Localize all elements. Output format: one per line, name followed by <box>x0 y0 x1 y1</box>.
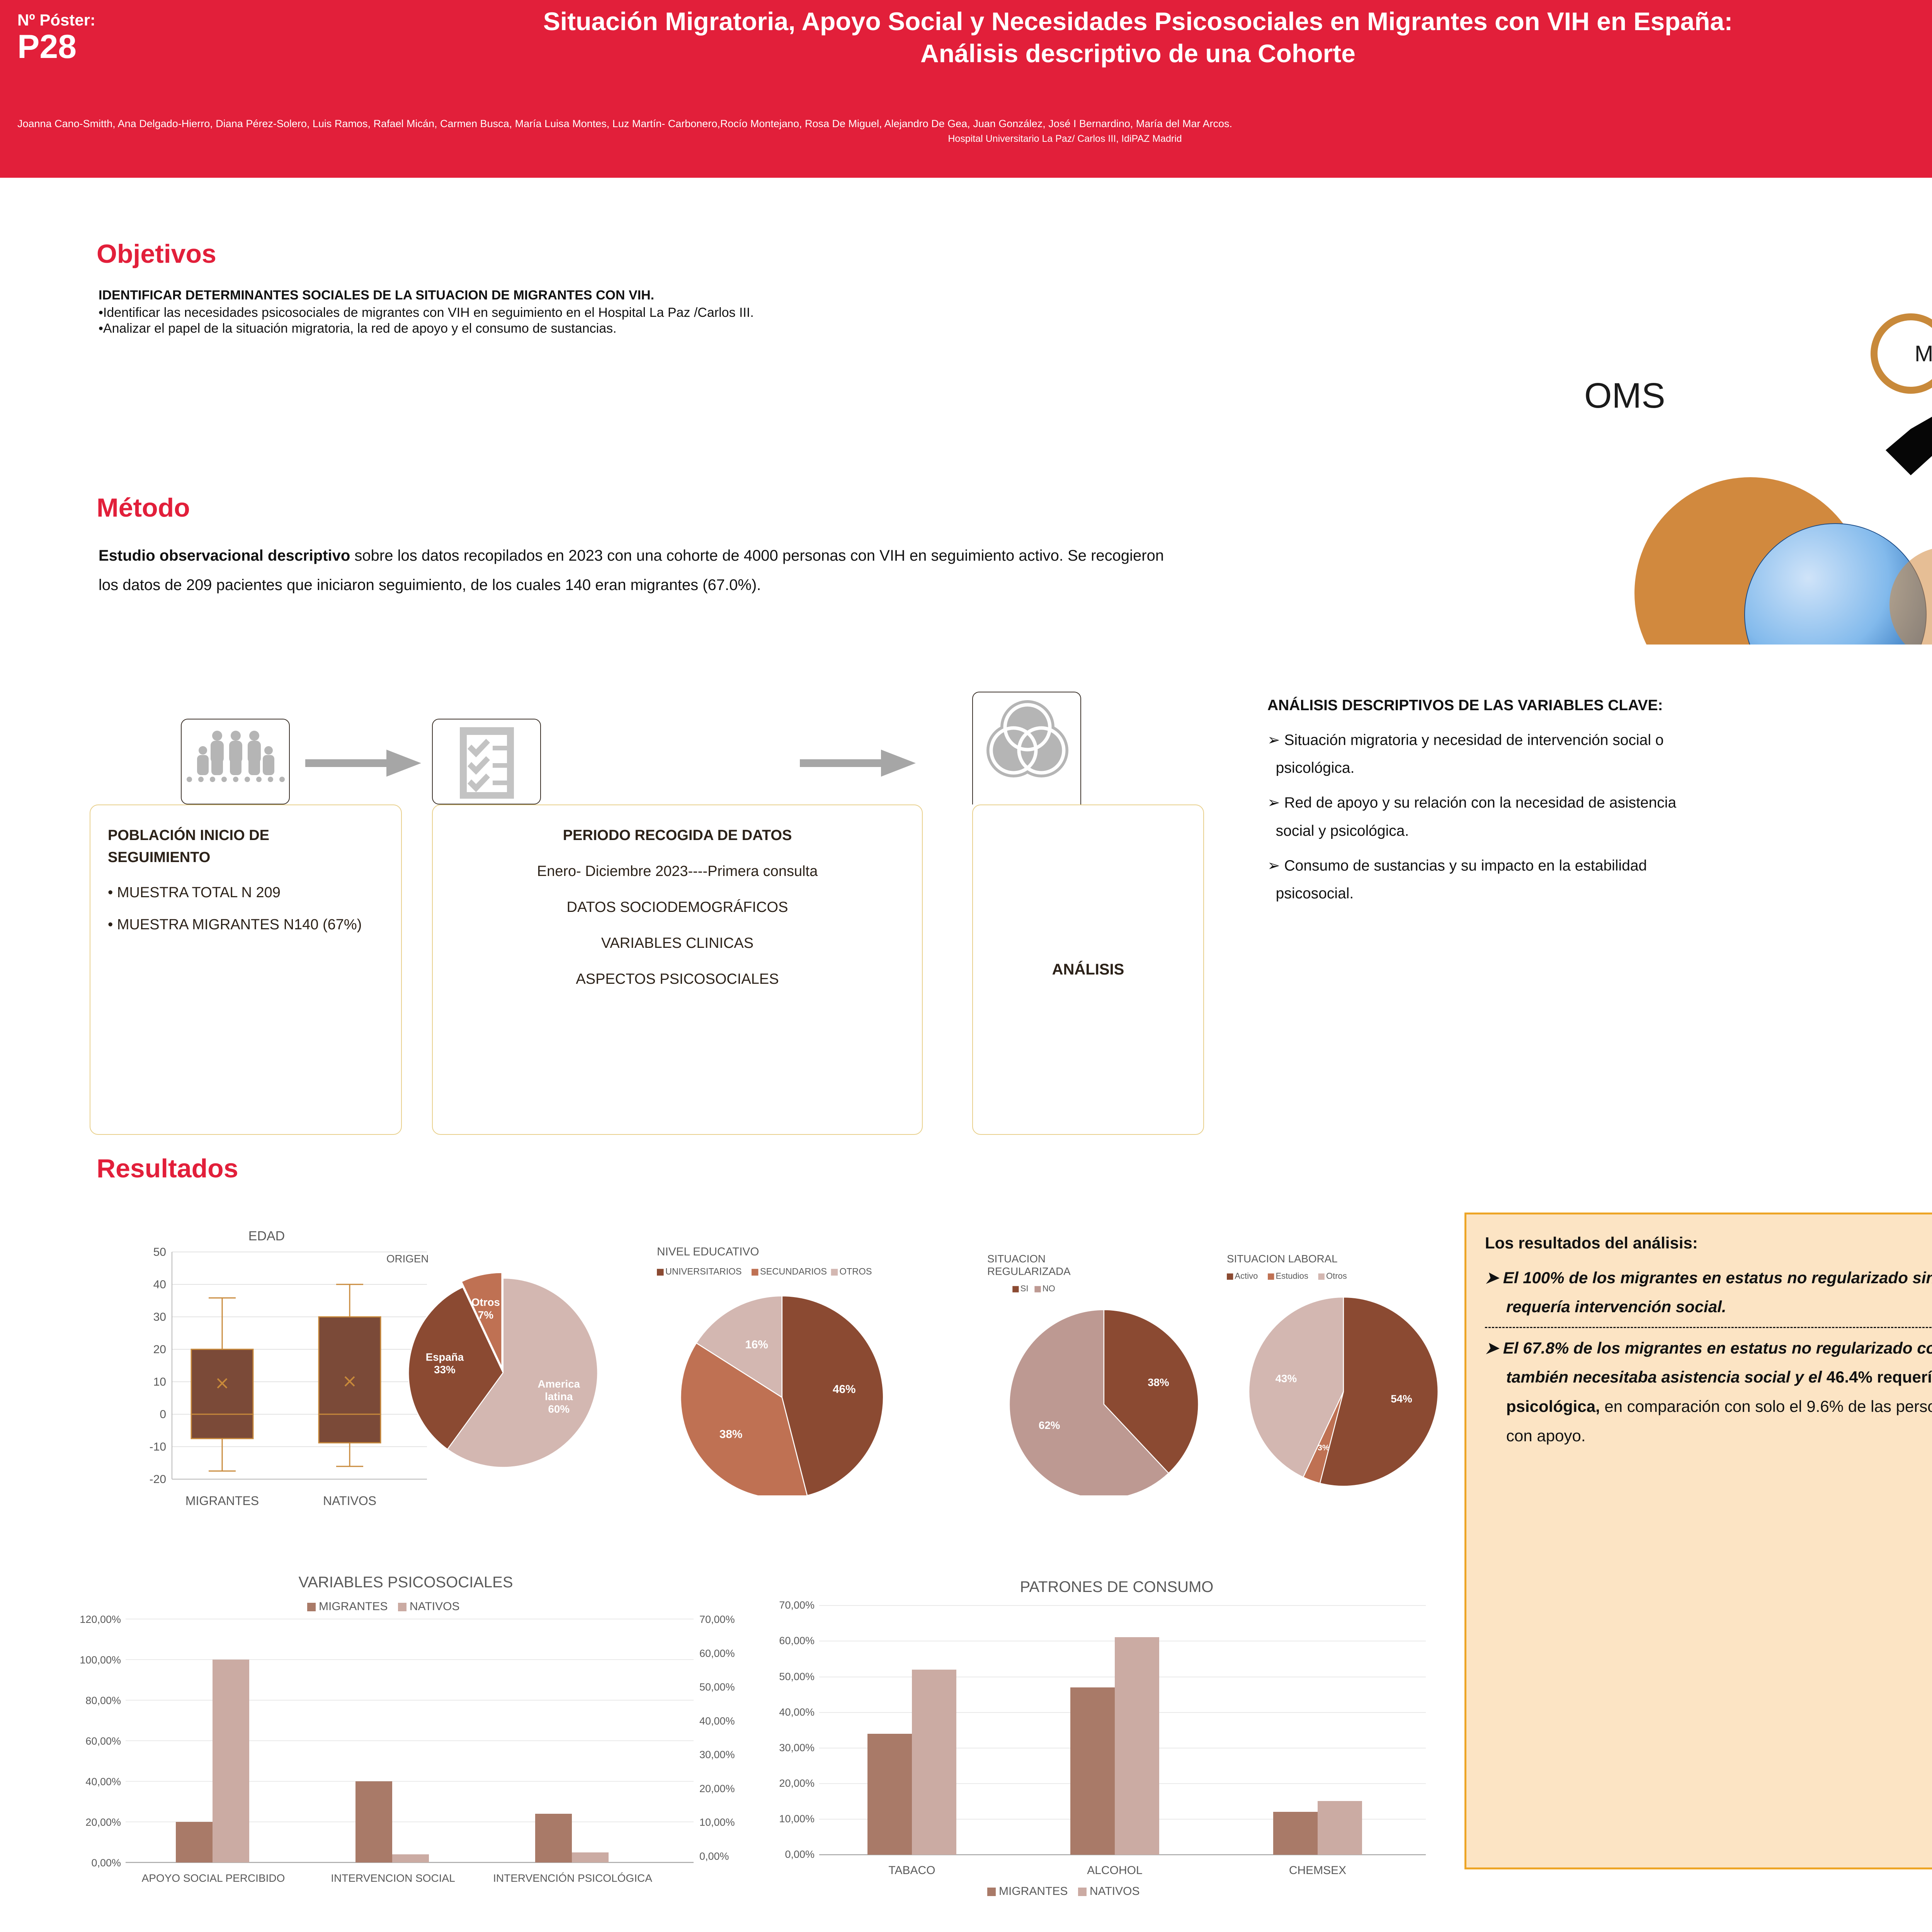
svg-text:3%: 3% <box>1318 1443 1330 1452</box>
svg-text:46%: 46% <box>833 1383 856 1396</box>
svg-text:60,00%: 60,00% <box>699 1648 735 1659</box>
svg-text:UNIVERSITARIOS: UNIVERSITARIOS <box>665 1267 742 1277</box>
svg-text:40: 40 <box>153 1278 166 1291</box>
svg-text:PATRONES DE CONSUMO: PATRONES DE CONSUMO <box>1020 1578 1214 1595</box>
svg-text:-10: -10 <box>150 1440 166 1453</box>
svg-text:TABACO: TABACO <box>888 1864 935 1877</box>
svg-text:30: 30 <box>153 1311 166 1323</box>
svg-text:70,00%: 70,00% <box>779 1599 815 1611</box>
svg-text:SITUACION: SITUACION <box>987 1253 1046 1265</box>
svg-text:Otros: Otros <box>471 1296 500 1308</box>
svg-text:latina: latina <box>545 1391 573 1403</box>
svg-text:ORIGEN: ORIGEN <box>386 1253 429 1265</box>
svg-text:50,00%: 50,00% <box>779 1671 815 1682</box>
svg-text:REGULARIZADA: REGULARIZADA <box>987 1265 1071 1277</box>
svg-text:INTERVENCIÓN PSICOLÓGICA: INTERVENCIÓN PSICOLÓGICA <box>493 1872 652 1884</box>
svg-text:30,00%: 30,00% <box>779 1742 815 1753</box>
svg-text:Activo: Activo <box>1235 1271 1258 1281</box>
svg-text:España: España <box>426 1351 464 1363</box>
svg-text:VARIABLES PSICOSOCIALES: VARIABLES PSICOSOCIALES <box>298 1574 513 1591</box>
svg-text:-20: -20 <box>150 1473 166 1486</box>
svg-text:EDAD: EDAD <box>248 1229 285 1243</box>
svg-text:NATIVOS: NATIVOS <box>1090 1885 1139 1898</box>
svg-text:80,00%: 80,00% <box>85 1695 121 1706</box>
svg-text:16%: 16% <box>745 1338 768 1351</box>
svg-text:60,00%: 60,00% <box>85 1735 121 1747</box>
svg-text:10,00%: 10,00% <box>699 1816 735 1828</box>
svg-text:38%: 38% <box>719 1428 743 1440</box>
svg-text:0,00%: 0,00% <box>699 1850 729 1862</box>
svg-text:SI: SI <box>1020 1284 1029 1293</box>
svg-text:20,00%: 20,00% <box>699 1783 735 1794</box>
svg-text:70,00%: 70,00% <box>699 1614 735 1625</box>
svg-text:ALCOHOL: ALCOHOL <box>1087 1864 1142 1877</box>
svg-text:0,00%: 0,00% <box>91 1857 121 1869</box>
svg-text:40,00%: 40,00% <box>699 1715 735 1727</box>
svg-text:50: 50 <box>153 1246 166 1259</box>
svg-text:38%: 38% <box>1148 1376 1169 1388</box>
svg-text:60,00%: 60,00% <box>779 1635 815 1646</box>
svg-text:20: 20 <box>153 1343 166 1356</box>
svg-text:MIGRANTES: MIGRANTES <box>185 1494 259 1508</box>
svg-text:62%: 62% <box>1039 1419 1060 1431</box>
svg-text:100,00%: 100,00% <box>80 1654 121 1666</box>
svg-text:40,00%: 40,00% <box>779 1706 815 1718</box>
svg-text:MIGRANTES: MIGRANTES <box>999 1885 1068 1898</box>
svg-text:120,00%: 120,00% <box>80 1614 121 1625</box>
svg-text:SITUACION LABORAL: SITUACION LABORAL <box>1227 1253 1338 1265</box>
svg-text:0,00%: 0,00% <box>785 1849 815 1860</box>
svg-text:NATIVOS: NATIVOS <box>323 1494 376 1508</box>
svg-text:OTROS: OTROS <box>840 1267 872 1277</box>
svg-text:50,00%: 50,00% <box>699 1681 735 1693</box>
svg-text:MIGRANTS: MIGRANTS <box>1915 341 1932 366</box>
svg-text:10,00%: 10,00% <box>779 1813 815 1825</box>
svg-text:APOYO SOCIAL PERCIBIDO: APOYO SOCIAL PERCIBIDO <box>142 1872 285 1884</box>
svg-text:Estudios: Estudios <box>1276 1271 1308 1281</box>
svg-text:40,00%: 40,00% <box>85 1776 121 1787</box>
svg-text:OMS: OMS <box>1584 376 1665 415</box>
svg-text:43%: 43% <box>1276 1372 1297 1384</box>
svg-text:NO: NO <box>1043 1284 1055 1293</box>
svg-text:MIGRANTES: MIGRANTES <box>319 1600 388 1613</box>
svg-text:INTERVENCION SOCIAL: INTERVENCION SOCIAL <box>331 1872 455 1884</box>
svg-text:0: 0 <box>160 1408 166 1421</box>
svg-text:NIVEL EDUCATIVO: NIVEL EDUCATIVO <box>657 1245 759 1258</box>
svg-text:NATIVOS: NATIVOS <box>410 1600 459 1613</box>
svg-text:30,00%: 30,00% <box>699 1749 735 1760</box>
svg-text:CHEMSEX: CHEMSEX <box>1289 1864 1346 1877</box>
svg-text:33%: 33% <box>434 1364 455 1376</box>
svg-text:54%: 54% <box>1391 1393 1412 1405</box>
svg-text:America: America <box>538 1378 580 1390</box>
svg-text:20,00%: 20,00% <box>779 1777 815 1789</box>
svg-text:20,00%: 20,00% <box>85 1816 121 1828</box>
svg-text:Otros: Otros <box>1326 1271 1347 1281</box>
svg-text:10: 10 <box>153 1376 166 1388</box>
svg-text:60%: 60% <box>548 1403 569 1415</box>
svg-text:7%: 7% <box>478 1309 493 1321</box>
svg-text:SECUNDARIOS: SECUNDARIOS <box>760 1267 827 1277</box>
